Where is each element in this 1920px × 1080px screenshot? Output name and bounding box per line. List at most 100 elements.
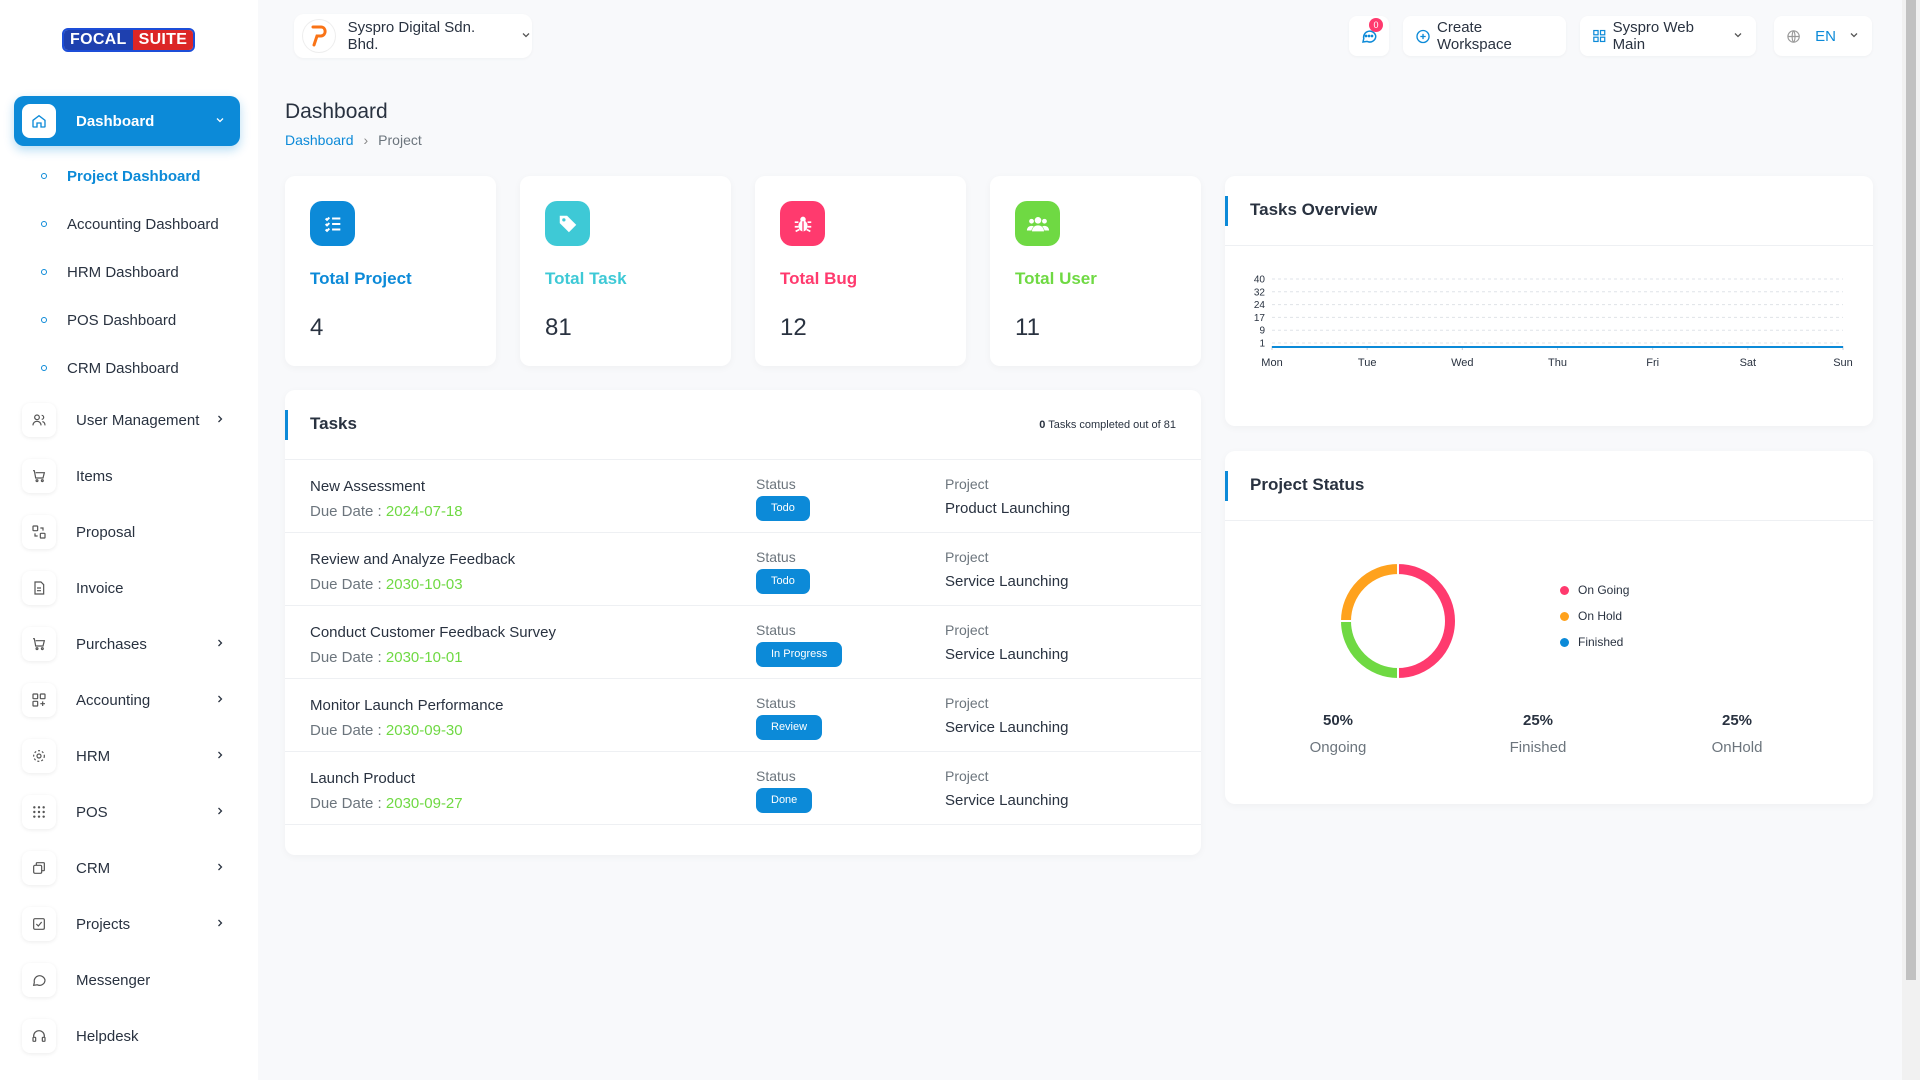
breadcrumb-link-dashboard[interactable]: Dashboard <box>285 132 354 148</box>
bullet-icon <box>41 221 47 227</box>
legend-dot-icon <box>1560 637 1569 647</box>
tasks-overview-header: Tasks Overview <box>1225 176 1873 246</box>
workspace-label: Syspro Web Main <box>1612 19 1694 53</box>
project-label: Project <box>945 622 989 638</box>
sidebar-item-proposal[interactable]: Proposal <box>14 504 240 560</box>
swap-icon <box>22 515 56 549</box>
pie-slice-on-going[interactable] <box>1397 561 1457 681</box>
due-date-label: Due Date : <box>310 649 382 666</box>
status-badge: Todo <box>756 496 810 521</box>
language-selector[interactable]: EN <box>1774 16 1872 56</box>
sidebar-subitem-crm-dashboard[interactable]: CRM Dashboard <box>14 344 240 392</box>
chevron-right-icon <box>214 860 226 876</box>
status-percentage: 25% OnHold <box>1667 712 1807 756</box>
task-name[interactable]: Conduct Customer Feedback Survey <box>310 624 556 641</box>
percentage-label: Ongoing <box>1309 739 1367 756</box>
sidebar-item-messenger[interactable]: Messenger <box>14 952 240 1008</box>
tasks-list: New Assessment Due Date : 2024-07-18 Statu… <box>285 460 1201 825</box>
messages-button[interactable]: 0 <box>1349 16 1389 56</box>
sidebar-item-items[interactable]: Items <box>14 448 240 504</box>
chevron-right-icon <box>214 748 226 764</box>
task-due-date: Due Date : 2024-07-18 <box>310 503 463 520</box>
status-label: Status <box>756 768 796 784</box>
sidebar-item-crm[interactable]: CRM <box>14 840 240 896</box>
table-row: Review and Analyze Feedback Due Date : 20… <box>285 533 1201 606</box>
sidebar-item-invoice[interactable]: Invoice <box>14 560 240 616</box>
stat-value: 12 <box>780 314 807 341</box>
project-status-header: Project Status <box>1225 451 1873 521</box>
sidebar: FOCAL SUITE Dashboard Project Dashboard Ac… <box>0 0 258 1080</box>
logo-text-focal: FOCAL <box>64 30 133 50</box>
tasks-summary: 0 Tasks completed out of 81 <box>1039 419 1176 431</box>
company-selector[interactable]: Syspro Digital Sdn. Bhd. <box>294 14 532 58</box>
sidebar-subitem-project-dashboard[interactable]: Project Dashboard <box>14 152 240 200</box>
legend-item[interactable]: Finished <box>1560 629 1629 655</box>
sidebar-item-label: Proposal <box>76 523 136 541</box>
tasks-completed-count: 0 <box>1039 419 1046 431</box>
sidebar-item-label: User Management <box>76 411 200 429</box>
stat-label: Total Task <box>545 269 627 288</box>
create-workspace-button[interactable]: Create Workspace <box>1403 16 1566 56</box>
y-tick-label: 40 <box>1254 275 1266 286</box>
bullet-icon <box>41 173 47 179</box>
tasks-overview-title: Tasks Overview <box>1250 200 1378 219</box>
task-name[interactable]: Monitor Launch Performance <box>310 697 504 714</box>
x-tick-label: Wed <box>1451 357 1473 369</box>
stat-card-total-project: Total Project 4 <box>285 176 496 366</box>
chevron-right-icon <box>214 916 226 932</box>
cart-icon <box>22 459 56 493</box>
legend-item[interactable]: On Hold <box>1560 603 1629 629</box>
project-status-legend: On Going On Hold Finished <box>1560 577 1629 655</box>
language-label: EN <box>1815 27 1836 45</box>
legend-item[interactable]: On Going <box>1560 577 1629 603</box>
sidebar-item-accounting[interactable]: Accounting <box>14 672 240 728</box>
sidebar-subitem-label: POS Dashboard <box>67 311 177 329</box>
cart-icon <box>22 627 56 661</box>
due-date-label: Due Date : <box>310 722 382 739</box>
sidebar-subitem-hrm-dashboard[interactable]: HRM Dashboard <box>14 248 240 296</box>
app-logo[interactable]: FOCAL SUITE <box>62 28 196 52</box>
sidebar-item-dashboard[interactable]: Dashboard <box>14 96 240 146</box>
sidebar-subitem-pos-dashboard[interactable]: POS Dashboard <box>14 296 240 344</box>
chevron-right-icon <box>214 636 226 652</box>
page-title: Dashboard <box>285 100 388 123</box>
sidebar-item-label: Dashboard <box>76 112 155 130</box>
sidebar-item-helpdesk[interactable]: Helpdesk <box>14 1008 240 1064</box>
x-tick-label: Sun <box>1833 357 1853 369</box>
sidebar-item-label: Purchases <box>76 635 147 653</box>
project-status-title: Project Status <box>1250 475 1365 494</box>
legend-label: On Going <box>1578 583 1630 597</box>
workspace-selector[interactable]: Syspro Web Main <box>1580 16 1756 56</box>
sidebar-item-pos[interactable]: POS <box>14 784 240 840</box>
sidebar-item-user-management[interactable]: User Management <box>14 392 240 448</box>
legend-label: On Hold <box>1578 609 1623 623</box>
percentage-label: OnHold <box>1711 739 1763 756</box>
legend-dot-icon <box>1560 585 1569 595</box>
x-tick-label: Fri <box>1646 357 1659 369</box>
task-name[interactable]: New Assessment <box>310 478 426 495</box>
sidebar-item-hrm[interactable]: HRM <box>14 728 240 784</box>
y-tick-label: 32 <box>1254 287 1266 298</box>
stat-value: 81 <box>545 314 572 341</box>
logo-text-suite: SUITE <box>132 30 194 50</box>
sidebar-subitem-accounting-dashboard[interactable]: Accounting Dashboard <box>14 200 240 248</box>
project-label: Project <box>945 695 989 711</box>
breadcrumb: Dashboard › Project <box>285 132 422 148</box>
stat-value: 11 <box>1015 314 1040 341</box>
task-name[interactable]: Review and Analyze Feedback <box>310 551 516 568</box>
percentage-value: 50% <box>1322 712 1354 729</box>
status-percentage: 50% Ongoing <box>1268 712 1408 756</box>
tasks-card-title: Tasks <box>310 414 357 433</box>
chevron-down-icon <box>520 29 532 44</box>
project-name: Service Launching <box>945 792 1069 809</box>
pie-slice-finished[interactable] <box>1338 620 1399 681</box>
aperture-icon <box>22 739 56 773</box>
due-date-label: Due Date : <box>310 795 382 812</box>
due-date-label: Due Date : <box>310 576 382 593</box>
sidebar-item-projects[interactable]: Projects <box>14 896 240 952</box>
scrollbar-thumb[interactable] <box>1906 0 1916 980</box>
status-label: Status <box>756 476 796 492</box>
sidebar-item-purchases[interactable]: Purchases <box>14 616 240 672</box>
pie-slice-on-hold[interactable] <box>1338 561 1399 622</box>
task-name[interactable]: Launch Product <box>310 770 416 787</box>
